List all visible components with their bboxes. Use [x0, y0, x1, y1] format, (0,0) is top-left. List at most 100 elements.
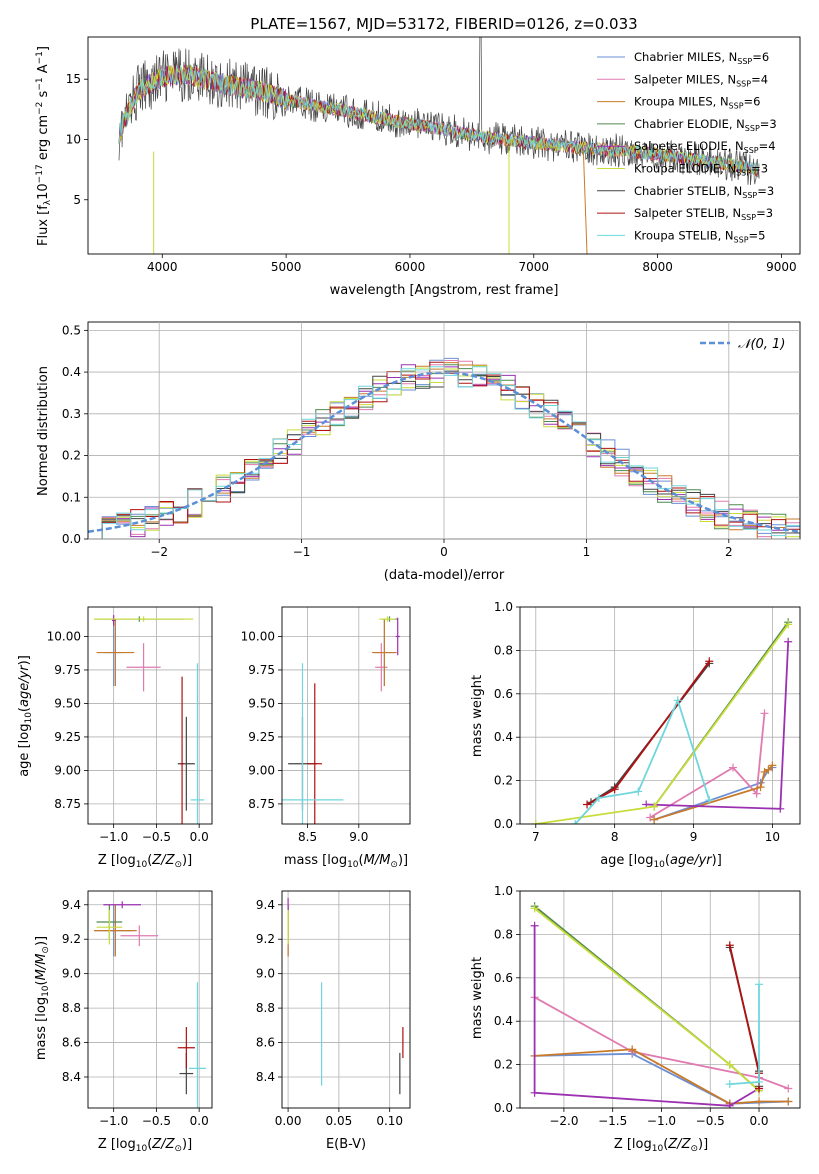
age-vs-z-panel: −1.0 −0.5 0.0 8.75 9.00 9.25 9.50 9.75 10.00	[47, 606, 213, 844]
age-vs-z-point-kroupa_miles	[96, 619, 135, 687]
spectrum-xtick-label-4: 8000	[642, 260, 673, 274]
mass-vs-z-point-salpeter_miles	[120, 925, 159, 947]
spectrum-frame	[87, 36, 801, 255]
mass-vs-z-ytick-label-4: 9.2	[62, 932, 81, 946]
mass-weight-vs-z-marker-salpeter_elodie-1	[530, 1088, 539, 1097]
histogram-ylabel: Normed distribution	[36, 366, 51, 496]
mass-weight-vs-age-marker-kroupa_miles-0	[650, 815, 659, 824]
age-vs-mass-frame	[281, 606, 411, 825]
age-vs-mass-point-salpeter_miles	[375, 643, 388, 692]
age-vs-mass-panel: 8.5 9.0 8.75 9.00 9.25 9.50 9.75 10.00	[241, 606, 411, 844]
mass-weight-vs-age-ytick-label-4: 0.8	[494, 643, 513, 657]
mass-weight-vs-z-marker-kroupa_elodie-1	[725, 1060, 734, 1069]
age-vs-z-ytick-label-2: 9.25	[54, 730, 81, 744]
normal-legend-label: 𝒩(0, 1)	[738, 337, 785, 352]
mass-weight-vs-z-marker-salpeter_miles-3	[784, 1084, 793, 1093]
mass-weight-vs-age-xtick-label-3: 10	[765, 830, 780, 844]
age-vs-z-point-salpeter_stelib	[180, 676, 184, 824]
mass-weight-vs-age-marker-kroupa_elodie-2	[784, 620, 793, 629]
mass-weight-vs-z-marker-kroupa_stelib-1	[755, 1077, 764, 1086]
legend-label-kroupa_miles: Kroupa MILES, NSSP=6	[634, 95, 760, 111]
mass-vs-ebv-xlabel: E(B-V)	[326, 1137, 366, 1152]
spectrum-trace-kroupa_stelib	[118, 65, 760, 176]
age-vs-mass-point-salpeter_stelib	[307, 683, 322, 824]
histogram-xtick-label-0: −2	[150, 545, 168, 559]
age-vs-mass-marks	[282, 616, 400, 824]
mass-weight-vs-z-marks	[530, 902, 793, 1108]
age-vs-z-xtick-label-1: −0.5	[142, 830, 171, 844]
mass-vs-ebv-ytick-label-1: 8.6	[256, 1036, 275, 1050]
mass-weight-vs-age-marker-kroupa_miles-4	[768, 761, 777, 770]
mass-weight-vs-z-panel: −2.0 −1.5 −1.0 −0.5 0.0 0.0 0.2 0.4 0.6 0.8 1.0	[494, 884, 801, 1128]
age-vs-mass-point-kroupa_miles	[372, 619, 397, 687]
spectrum-ytick-label-1: 10	[66, 132, 81, 146]
mass-vs-z-xtick-label-1: −0.5	[142, 1114, 171, 1128]
mass-weight-vs-age-marker-salpeter_elodie-2	[784, 637, 793, 646]
age-vs-mass-ytick-label-1: 9.00	[248, 763, 275, 777]
spectrum-dropout-3	[582, 149, 588, 254]
mass-weight-vs-age-marker-salpeter_stelib-0	[583, 800, 592, 809]
age-vs-mass-xtick-label-1: 9.0	[349, 830, 368, 844]
mass-weight-vs-z-line-salpeter_elodie	[533, 925, 760, 1107]
mass-weight-vs-age-ytick-label-0: 0.0	[494, 817, 513, 831]
mass-vs-ebv-ytick-label-5: 9.4	[256, 898, 275, 912]
mass-weight-vs-age-ytick-label-2: 0.4	[494, 730, 513, 744]
mass-weight-vs-age-ytick-label-5: 1.0	[494, 600, 513, 614]
mass-vs-z-ytick-label-3: 9.0	[62, 967, 81, 981]
mass-weight-vs-z-xtick-label-1: −1.5	[598, 1114, 627, 1128]
spectrum-xtick-label-5: 9000	[766, 260, 797, 274]
spectrum-xlabel: wavelength [Angstrom, rest frame]	[330, 283, 559, 298]
spectrum-panel: PLATE=1567, MJD=53172, FIBERID=0126, z=0…	[35, 15, 801, 298]
mass-weight-vs-age-marker-salpeter_stelib-1	[610, 785, 619, 794]
legend-label-kroupa_elodie: Kroupa ELODIE, NSSP=3	[634, 162, 768, 178]
mass-weight-vs-z-xlabel: Z [log10(Z/Z⊙)]	[614, 1137, 708, 1154]
histogram-ytick-label-3: 0.3	[62, 407, 81, 421]
legend-label-salpeter_elodie: Salpeter ELODIE, NSSP=4	[634, 139, 776, 155]
mass-weight-vs-age-line-salpeter_miles	[649, 713, 766, 819]
mass-weight-vs-age-marker-kroupa_stelib-4	[705, 796, 714, 805]
mass-weight-vs-age-marker-kroupa_miles-3	[764, 765, 773, 774]
mass-weight-vs-age-marker-salpeter_miles-2	[752, 789, 761, 798]
legend-label-kroupa_stelib: Kroupa STELIB, NSSP=5	[634, 228, 765, 244]
mass-vs-ebv-marks	[287, 897, 404, 1095]
age-vs-z-point-salpeter_elodie	[111, 615, 116, 626]
histogram-xtick-label-4: 2	[725, 545, 733, 559]
mass-weight-vs-age-marker-kroupa_stelib-0	[571, 820, 580, 824]
histogram-xtick-label-1: −1	[293, 545, 311, 559]
legend-label-chabrier_miles: Chabrier MILES, NSSP=6	[634, 50, 769, 66]
mass-weight-vs-z-frame	[519, 890, 801, 1109]
age-vs-z-ylabel: age [log10(age/yr)]	[17, 655, 34, 777]
mass-weight-vs-z-ylabel: mass weight	[470, 957, 485, 1039]
mass-vs-ebv-xtick-label-2: 0.10	[376, 1114, 403, 1128]
mass-vs-z-point-kroupa_elodie	[96, 909, 123, 945]
mass-vs-ebv-xtick-label-0: 0.00	[275, 1114, 302, 1128]
spectrum-legend: Chabrier MILES, NSSP=6 Salpeter MILES, NS…	[597, 50, 777, 244]
mass-vs-z-point-kroupa_miles	[93, 904, 137, 957]
mass-vs-ebv-ytick-label-2: 8.8	[256, 1001, 275, 1015]
mass-weight-vs-age-marks	[531, 618, 793, 824]
mass-vs-z-point-kroupa_stelib	[188, 982, 207, 1108]
mass-weight-vs-z-marker-kroupa_elodie-0	[530, 904, 539, 913]
spectrum-traces	[118, 37, 760, 254]
mass-vs-z-point-salpeter_stelib	[177, 1027, 195, 1069]
mass-vs-z-ytick-label-2: 8.8	[62, 1001, 81, 1015]
spectrum-trace-kroupa_elodie	[118, 65, 760, 175]
age-vs-z-ytick-label-0: 8.75	[54, 797, 81, 811]
age-vs-z-point-kroupa_elodie	[93, 616, 194, 622]
spectrum-xtick-label-2: 6000	[395, 260, 426, 274]
mass-vs-z-panel: −1.0 −0.5 0.0 8.4 8.6 8.8 9.0 9.2 9.4	[62, 890, 213, 1128]
mass-weight-vs-z-ytick-label-0: 0.0	[494, 1101, 513, 1115]
mass-vs-ebv-xtick-label-1: 0.05	[326, 1114, 353, 1128]
mass-weight-vs-age-panel: 7 8 9 10 0.0 0.2 0.4 0.6 0.8 1.0	[494, 600, 801, 844]
legend-label-chabrier_elodie: Chabrier ELODIE, NSSP=3	[634, 117, 777, 133]
mass-weight-vs-z-marker-kroupa_stelib-0	[755, 980, 764, 989]
mass-vs-z-ytick-label-5: 9.4	[62, 898, 81, 912]
age-vs-mass-ytick-label-5: 10.00	[241, 629, 275, 643]
mass-weight-vs-z-marker-salpeter_elodie-2	[725, 1101, 734, 1108]
spectrum-xtick-label-1: 5000	[271, 260, 302, 274]
spectrum-ytick-label-0: 5	[73, 193, 81, 207]
age-vs-z-xtick-label-0: −1.0	[99, 830, 128, 844]
mass-vs-z-xtick-label-2: 0.0	[190, 1114, 209, 1128]
spectrum-ytick-label-2: 15	[66, 72, 81, 86]
